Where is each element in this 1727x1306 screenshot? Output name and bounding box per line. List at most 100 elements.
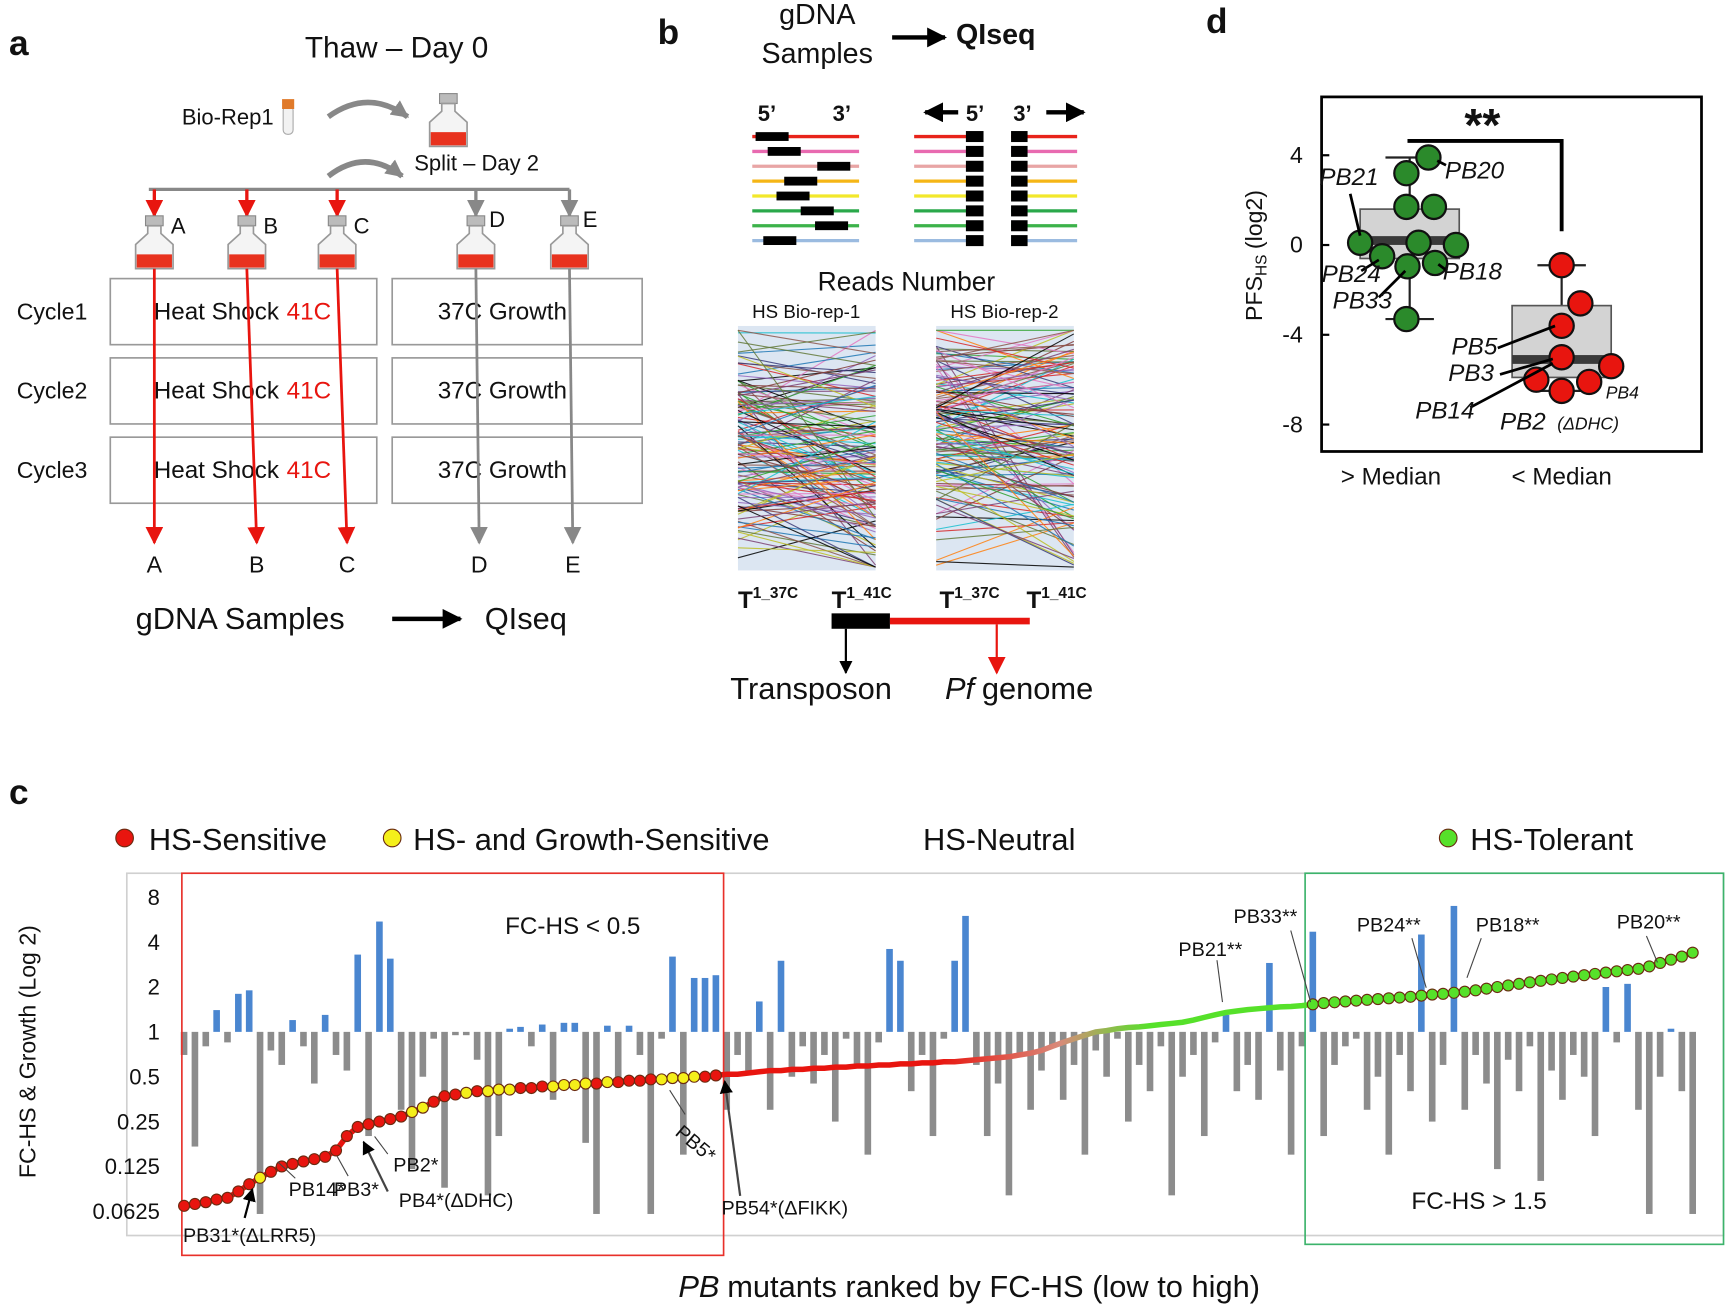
transposon-block [755, 132, 789, 141]
growth-bar [300, 1031, 307, 1047]
growth-bar [1146, 1031, 1154, 1092]
timepoint-sup: 1_37C [954, 585, 999, 602]
flask-letter: E [583, 207, 598, 232]
growth-bar [625, 1025, 633, 1032]
fc-hs-point [438, 1090, 451, 1103]
genome-text: genome [982, 671, 1093, 706]
transposon-block [784, 176, 818, 186]
fc-hs-point [449, 1088, 462, 1101]
growth-bar [484, 1031, 492, 1196]
growth-bar [755, 1001, 763, 1032]
y-axis-label: PFSHS (log2) [1241, 190, 1270, 321]
read-line [737, 483, 876, 519]
read-line [737, 400, 876, 411]
fc-hs-point [416, 1101, 429, 1114]
transposon-block [1011, 145, 1028, 157]
fc-hs-point [286, 1157, 299, 1170]
read-line [737, 490, 876, 510]
flask-cap [560, 215, 579, 227]
fc-hs-point [1361, 993, 1374, 1006]
significance-bracket [1407, 139, 1564, 232]
read-line [936, 421, 1074, 466]
heat-shock-temp: 41C [287, 298, 331, 325]
fc-hs-point [319, 1150, 332, 1163]
growth-bar [1439, 1031, 1447, 1065]
fc-hs-point [427, 1095, 440, 1108]
read-line [737, 329, 876, 414]
read-line [737, 547, 876, 553]
read-line [936, 360, 1074, 375]
qiseq-label: QIseq [485, 601, 567, 636]
panel-title: Thaw – Day 0 [305, 31, 488, 64]
mutant-annotation: PB2* [393, 1155, 438, 1177]
connector [1437, 263, 1448, 272]
growth-bar [1396, 1031, 1403, 1055]
growth-bar [1114, 1031, 1121, 1039]
cycle-box [109, 357, 378, 425]
growth-bar [1569, 1031, 1577, 1055]
end-label: 3’ [833, 101, 851, 126]
growth-bar [1645, 1031, 1653, 1214]
read-line [737, 488, 876, 540]
read-line [737, 427, 876, 440]
growth-bar [1624, 983, 1631, 1032]
point-label: PB3 [1448, 360, 1494, 387]
growth-bar [1190, 1031, 1197, 1055]
timepoint-base: T [832, 587, 847, 614]
legend-label: HS-Sensitive [149, 822, 327, 857]
mutant-annotation: PB4*(ΔDHC) [399, 1190, 514, 1212]
fc-hs-point [1437, 987, 1450, 1000]
legend-label: HS-Tolerant [1470, 822, 1633, 857]
growth-bar [1515, 1031, 1523, 1092]
growth-bar [354, 954, 362, 1032]
timepoint-label: T1_41C [832, 585, 892, 614]
point-label: PB20 [1445, 157, 1505, 184]
connector [374, 1136, 389, 1155]
fc-hs-point [405, 1105, 419, 1119]
genome-italic: Pf [945, 671, 978, 706]
growth-bar [538, 1024, 546, 1032]
growth-bar [180, 1031, 188, 1055]
flask-medium [458, 254, 494, 268]
data-point [1548, 252, 1575, 279]
y-tick-label: -8 [1282, 411, 1303, 437]
y-tick-label: 1 [148, 1020, 160, 1045]
fc-hs-point [1610, 965, 1623, 978]
fc-hs-point [395, 1110, 408, 1123]
fc-hs-point [568, 1078, 581, 1092]
growth-bar [1200, 1031, 1208, 1137]
growth-bar [1407, 1031, 1414, 1092]
region-label: FC-HS > 1.5 [1411, 1188, 1546, 1215]
growth-bar [549, 1031, 557, 1100]
growth-bar [321, 1014, 329, 1032]
read-line [935, 349, 1075, 409]
read-line [936, 417, 1074, 426]
panel-label: a [9, 24, 29, 63]
flask-cap [327, 215, 347, 227]
read-line [737, 537, 876, 568]
growth-bar [680, 1031, 687, 1155]
growth-bar [1135, 1031, 1143, 1065]
fc-hs-point [210, 1193, 223, 1206]
timepoint-base: T [939, 587, 954, 614]
read-line [737, 421, 876, 482]
heat-shock-label: Heat Shock 41C [154, 378, 331, 405]
data-point [1393, 159, 1420, 187]
growth-bar [1428, 1031, 1436, 1122]
fc-hs-point [1491, 980, 1504, 994]
fc-hs-point [308, 1153, 321, 1166]
read-line [936, 329, 1074, 360]
growth-bar [1385, 1031, 1393, 1155]
cycle-box [391, 357, 643, 425]
panel-label: c [9, 773, 29, 812]
timepoint-label: T1_37C [939, 585, 999, 614]
growth-bar [1255, 1031, 1262, 1100]
genome-label: Pf genome [945, 671, 1093, 706]
connector [1497, 324, 1556, 350]
mutant-annotation: PB18** [1476, 915, 1540, 937]
flask-letter: C [354, 213, 370, 238]
connector [245, 268, 265, 545]
x-axis-label: PB mutants ranked by FC-HS (low to high) [678, 1269, 1260, 1304]
growth-bar [267, 1031, 275, 1051]
point-label: PB18 [1443, 259, 1503, 286]
